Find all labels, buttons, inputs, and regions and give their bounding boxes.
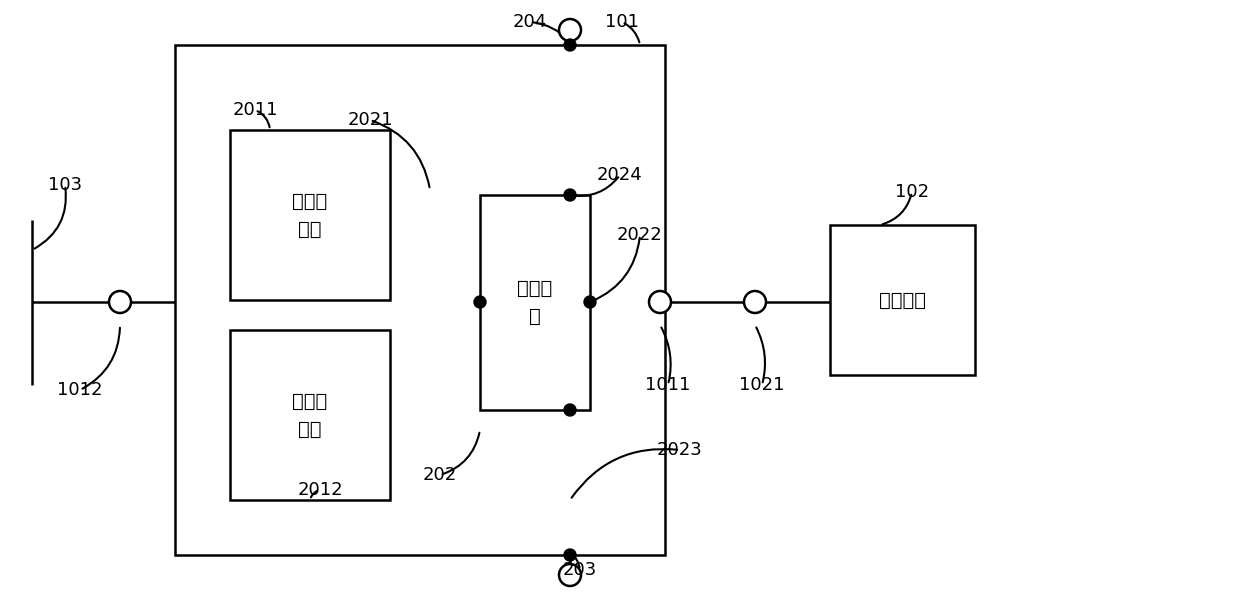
Text: 101: 101 <box>605 13 639 31</box>
Circle shape <box>564 189 577 201</box>
Text: 第一比
较器: 第一比 较器 <box>293 191 327 239</box>
Circle shape <box>559 564 582 586</box>
Text: 第二比
较器: 第二比 较器 <box>293 391 327 439</box>
Text: 2024: 2024 <box>598 166 642 184</box>
Bar <box>830 225 975 375</box>
Text: 1011: 1011 <box>645 376 691 394</box>
Circle shape <box>564 549 577 561</box>
Circle shape <box>109 291 131 313</box>
Text: 102: 102 <box>895 183 929 201</box>
Circle shape <box>474 296 486 308</box>
Text: 2023: 2023 <box>657 441 703 459</box>
Text: 1021: 1021 <box>739 376 785 394</box>
Text: 输出单
元: 输出单 元 <box>517 279 553 326</box>
Text: 2012: 2012 <box>298 481 342 499</box>
Text: 2011: 2011 <box>232 101 278 119</box>
Circle shape <box>559 19 582 41</box>
Circle shape <box>564 404 577 416</box>
Circle shape <box>564 39 577 51</box>
Bar <box>229 330 391 500</box>
Bar <box>175 45 665 555</box>
Text: 203: 203 <box>563 561 598 579</box>
Text: 2021: 2021 <box>347 111 393 129</box>
Circle shape <box>584 296 596 308</box>
Circle shape <box>649 291 671 313</box>
Bar <box>229 130 391 300</box>
Circle shape <box>744 291 766 313</box>
Bar <box>480 195 590 410</box>
Text: 103: 103 <box>48 176 82 194</box>
Text: 1012: 1012 <box>57 381 103 399</box>
Text: 2022: 2022 <box>618 226 663 244</box>
Text: 开关单元: 开关单元 <box>879 291 926 309</box>
Text: 202: 202 <box>423 466 458 484</box>
Text: 204: 204 <box>513 13 547 31</box>
